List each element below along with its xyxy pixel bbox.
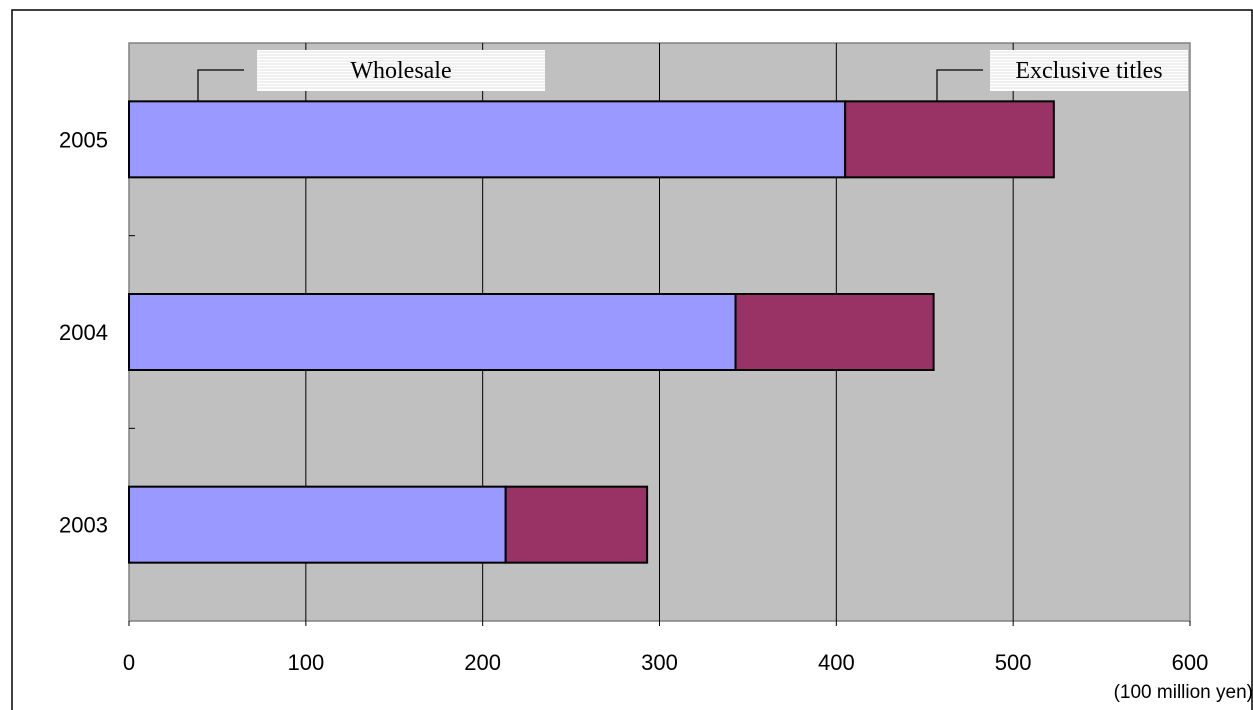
bar-exclusive-titles-2004 [734, 293, 935, 371]
x-tick-label: 0 [123, 650, 135, 675]
category-labels: 2005 2004 2003 [59, 127, 108, 537]
category-label: 2003 [59, 513, 108, 538]
x-tick-label: 400 [818, 650, 855, 675]
category-label: 2004 [59, 320, 108, 345]
bar-wholesale-2004 [128, 293, 737, 371]
legend-label-box: Wholesale [257, 50, 545, 91]
legend-label-exclusive-titles: Exclusive titles [1015, 58, 1162, 84]
bars [128, 100, 1055, 564]
x-tick-label: 100 [287, 650, 324, 675]
category-label: 2005 [59, 127, 108, 152]
x-axis-unit-label: (100 million yen) [1114, 682, 1253, 703]
bar-wholesale-2003 [128, 485, 507, 564]
axis-ticks [128, 235, 1191, 626]
legend-label-wholesale: Wholesale [350, 58, 451, 84]
bar-exclusive-titles-2005 [844, 100, 1055, 179]
x-tick-label: 500 [995, 650, 1032, 675]
bar-wholesale-2005 [128, 100, 847, 179]
legend-label-box: Exclusive titles [990, 50, 1188, 91]
x-tick-label: 600 [1172, 650, 1209, 675]
bar-exclusive-titles-2003 [504, 485, 649, 564]
legend-callouts: Wholesale Exclusive titles [197, 50, 1188, 102]
legend-box-background [990, 50, 1188, 91]
x-tick-label: 200 [464, 650, 501, 675]
legend-leader-line [197, 69, 244, 102]
x-tick-labels: 0 100 200 300 400 500 600 [123, 650, 1208, 675]
x-tick-label: 300 [641, 650, 678, 675]
legend-box-background [257, 50, 545, 91]
legend-leader-line [936, 69, 983, 102]
